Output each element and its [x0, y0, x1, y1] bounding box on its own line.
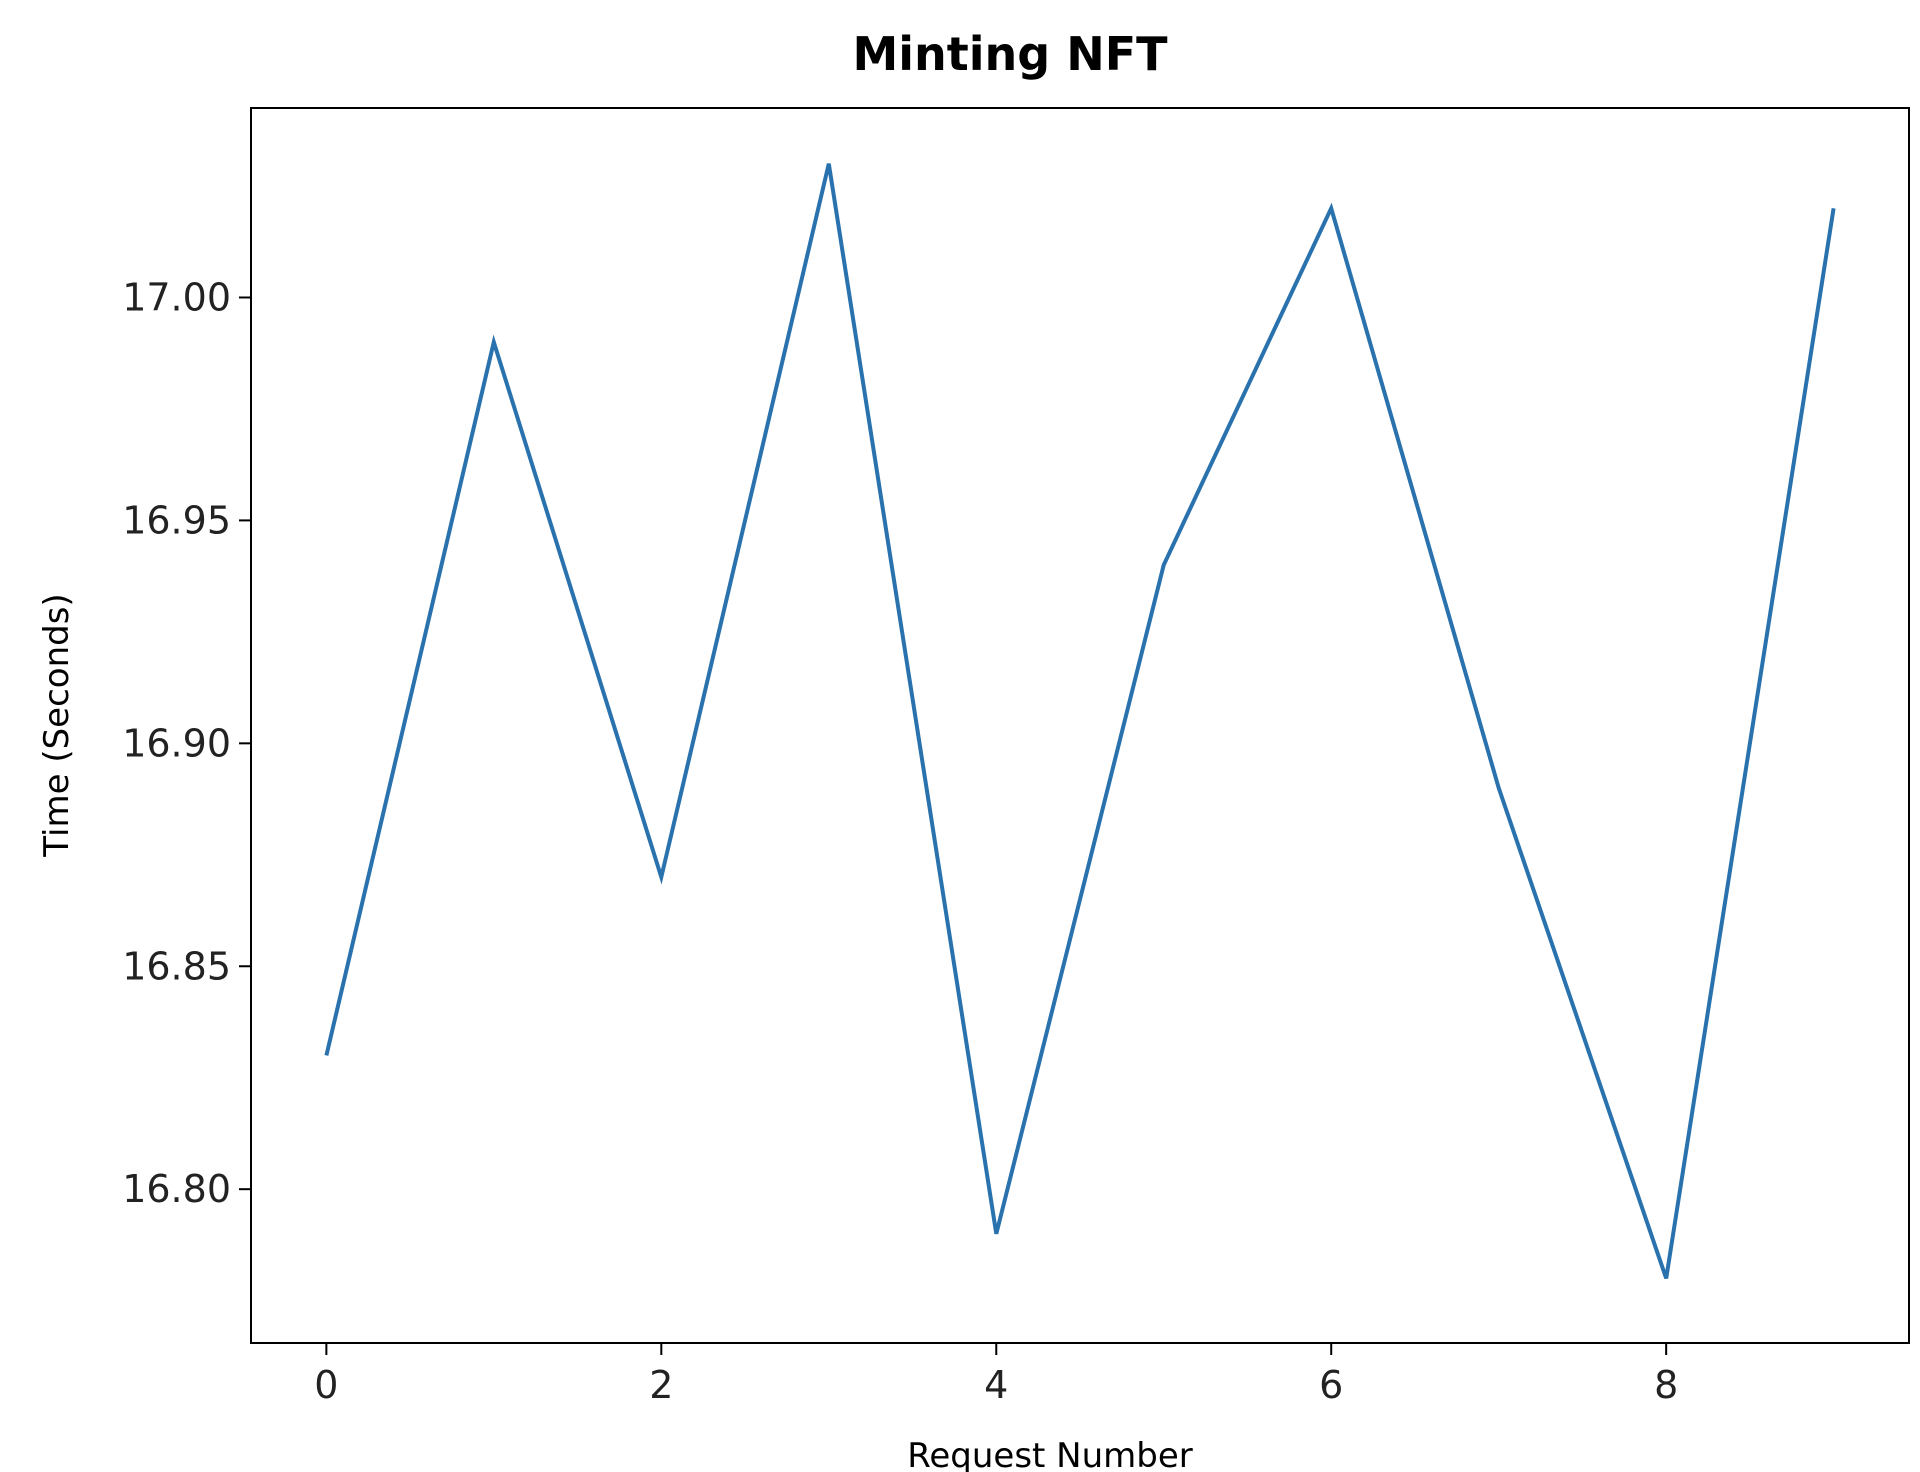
series-line: [324, 163, 1836, 1280]
y-tick-label: 16.90: [122, 721, 231, 765]
x-tick-label: 8: [1654, 1363, 1678, 1407]
x-tick-label: 2: [649, 1363, 673, 1407]
chart-title: Minting NFT: [852, 27, 1168, 81]
x-axis: 0 2 4 6 8: [314, 1343, 1678, 1407]
plot-area: [250, 107, 1910, 1344]
y-tick-label: 16.85: [122, 944, 231, 988]
y-axis: 16.80 16.85 16.90 16.95 17.00: [122, 275, 251, 1211]
y-axis-label: Time (Seconds): [37, 593, 77, 857]
y-tick-label: 16.95: [122, 498, 231, 542]
y-tick-label: 17.00: [122, 275, 231, 319]
y-tick-label: 16.80: [122, 1167, 231, 1211]
x-tick-label: 0: [314, 1363, 338, 1407]
x-axis-label: Request Number: [907, 1436, 1193, 1472]
x-tick-label: 4: [984, 1363, 1008, 1407]
x-tick-label: 6: [1319, 1363, 1343, 1407]
